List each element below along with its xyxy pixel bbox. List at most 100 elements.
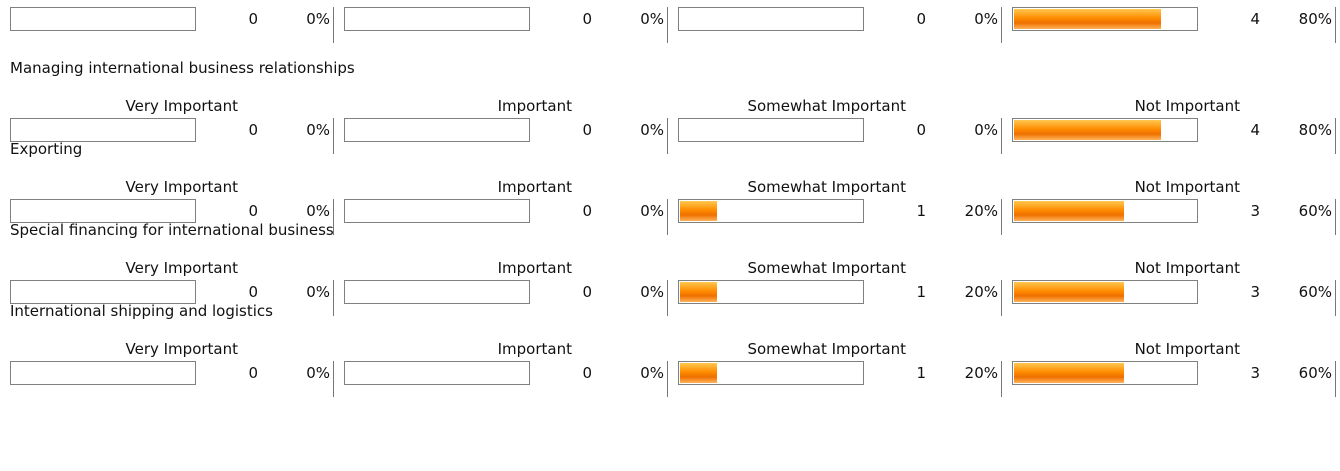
response-count: 3 [1250, 202, 1260, 220]
percent-bar-fill [1014, 9, 1161, 29]
response-percent: 0% [306, 10, 330, 28]
response-count: 1 [916, 364, 926, 382]
column-header: Not Important [1134, 97, 1240, 115]
response-count: 0 [582, 283, 592, 301]
percent-bar-fill [1014, 363, 1124, 383]
percent-bar [10, 7, 196, 31]
response-count: 0 [582, 121, 592, 139]
response-cell: Very Important 0 0% [0, 340, 334, 397]
column-header: Very Important [125, 178, 239, 196]
response-cell: Important 0 0% [334, 97, 668, 154]
percent-bar-fill [680, 201, 717, 221]
column-header: Somewhat Important [747, 178, 906, 196]
percent-bar-fill [1014, 282, 1124, 302]
percent-bar [1012, 7, 1198, 31]
column-divider [667, 361, 668, 397]
percent-bar [344, 199, 530, 223]
percent-bar [1012, 361, 1198, 385]
response-count: 1 [916, 202, 926, 220]
percent-bar [344, 7, 530, 31]
response-cell: Not Important 3 60% [1002, 178, 1336, 235]
column-header: Somewhat Important [747, 259, 906, 277]
column-header: Somewhat Important [747, 97, 906, 115]
response-percent: 20% [964, 202, 998, 220]
response-percent: 0% [640, 283, 664, 301]
column-header: Very Important [125, 97, 239, 115]
response-cell: Not Important 3 60% [1002, 340, 1336, 397]
column-divider [1335, 361, 1336, 397]
column-divider [667, 199, 668, 235]
response-count: 0 [916, 121, 926, 139]
response-count: 0 [248, 202, 258, 220]
response-cell: Somewhat Important 1 20% [668, 259, 1002, 316]
response-percent: 0% [640, 121, 664, 139]
response-cell: Important 0 0% [334, 340, 668, 397]
response-percent: 0% [640, 10, 664, 28]
response-percent: 60% [1298, 364, 1332, 382]
response-cell: 0 0% [334, 7, 668, 43]
column-divider [333, 361, 334, 397]
percent-bar [10, 280, 196, 304]
response-percent: 60% [1298, 202, 1332, 220]
response-count: 3 [1250, 283, 1260, 301]
percent-bar-fill [680, 363, 717, 383]
column-header: Somewhat Important [747, 340, 906, 358]
column-divider [1001, 361, 1002, 397]
percent-bar [344, 118, 530, 142]
response-cell: Very Important 0 0% [0, 259, 334, 316]
response-row: Very Important 0 0% Important 0 0% Somewhat Im… [0, 259, 1340, 316]
percent-bar [1012, 118, 1198, 142]
question-title: International shipping and logistics [10, 302, 273, 320]
percent-bar-fill [680, 282, 717, 302]
response-cell: Somewhat Important 1 20% [668, 340, 1002, 397]
response-count: 4 [1250, 10, 1260, 28]
response-row: Very Important 0 0% Important 0 0% Somewhat Im… [0, 97, 1340, 154]
column-divider [667, 7, 668, 43]
response-cell: Not Important 3 60% [1002, 259, 1336, 316]
column-header: Not Important [1134, 178, 1240, 196]
column-divider [1001, 7, 1002, 43]
response-cell: 0 0% [0, 7, 334, 43]
response-count: 0 [248, 121, 258, 139]
percent-bar [678, 280, 864, 304]
response-percent: 80% [1298, 10, 1332, 28]
response-percent: 0% [306, 364, 330, 382]
column-divider [1001, 118, 1002, 154]
response-row: Very Important 0 0% Important 0 0% Somewhat Im… [0, 340, 1340, 397]
percent-bar [10, 199, 196, 223]
response-cell: Important 0 0% [334, 259, 668, 316]
column-header: Important [497, 178, 572, 196]
percent-bar [10, 118, 196, 142]
response-count: 0 [916, 10, 926, 28]
response-percent: 0% [306, 202, 330, 220]
percent-bar [678, 118, 864, 142]
column-header: Not Important [1134, 340, 1240, 358]
response-percent: 0% [974, 10, 998, 28]
response-cell: Somewhat Important 1 20% [668, 178, 1002, 235]
response-count: 3 [1250, 364, 1260, 382]
response-row: 0 0% 0 0% 0 0% 4 80% [0, 7, 1340, 43]
percent-bar [344, 280, 530, 304]
percent-bar [678, 7, 864, 31]
column-header: Very Important [125, 259, 239, 277]
column-header: Not Important [1134, 259, 1240, 277]
column-header: Important [497, 97, 572, 115]
response-count: 1 [916, 283, 926, 301]
response-cell: Very Important 0 0% [0, 178, 334, 235]
response-count: 0 [248, 364, 258, 382]
response-percent: 0% [974, 121, 998, 139]
response-row: Very Important 0 0% Important 0 0% Somewhat Im… [0, 178, 1340, 235]
response-percent: 20% [964, 283, 998, 301]
column-header: Very Important [125, 340, 239, 358]
response-cell: 4 80% [1002, 7, 1336, 43]
percent-bar [344, 361, 530, 385]
percent-bar [678, 199, 864, 223]
column-divider [1335, 199, 1336, 235]
response-cell: Somewhat Important 0 0% [668, 97, 1002, 154]
percent-bar [1012, 280, 1198, 304]
response-percent: 0% [306, 283, 330, 301]
percent-bar [1012, 199, 1198, 223]
response-percent: 0% [640, 364, 664, 382]
column-divider [333, 7, 334, 43]
question-title: Exporting [10, 140, 83, 158]
